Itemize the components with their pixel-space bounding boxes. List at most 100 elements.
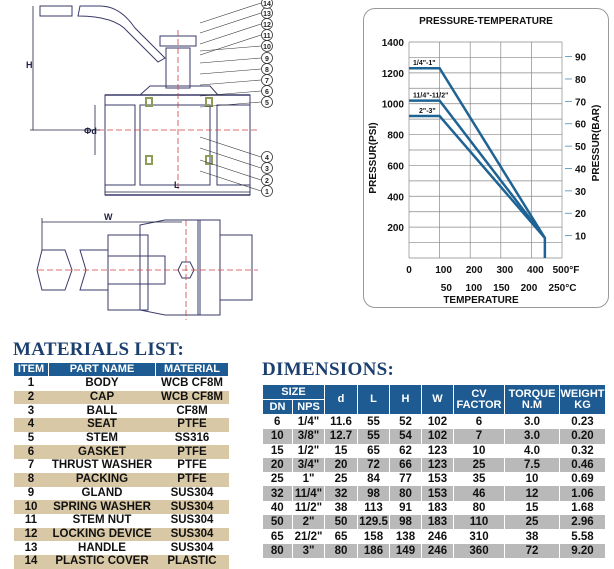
- table-cell: 80: [389, 486, 422, 501]
- callout-number: 14: [263, 1, 271, 8]
- dimension-l-label: L: [174, 180, 180, 190]
- table-row: 3 BALL CF8M: [14, 404, 229, 418]
- table-cell: 0.46: [559, 457, 606, 473]
- table-cell: 3": [292, 543, 325, 558]
- table-cell: 77: [389, 472, 422, 487]
- table-cell: SUS304: [170, 541, 214, 554]
- table-cell: 4.0: [504, 443, 560, 458]
- table-cell: 9: [27, 486, 35, 499]
- table-cell: SEAT: [48, 418, 156, 432]
- table-cell: 1.68: [559, 500, 606, 516]
- x-tick-label-f: 500°F: [553, 265, 580, 276]
- table-cell: PTFE: [155, 418, 229, 432]
- table-cell: LOCKING DEVICE: [48, 527, 156, 542]
- table-cell: 11: [24, 514, 38, 527]
- table-row: 15 1/2" 15 65 62 123 10 4.0 0.32: [262, 443, 606, 458]
- table-cell: 110: [453, 515, 505, 530]
- callout-number: 2: [265, 178, 269, 185]
- col-part-name: PART NAME: [48, 362, 156, 377]
- table-cell: 183: [421, 500, 454, 516]
- table-cell: 80: [324, 543, 358, 558]
- callout-4: 4: [199, 136, 273, 163]
- table-row: 12 LOCKING DEVICE SUS304: [13, 527, 229, 542]
- dimension-w-label: W: [104, 212, 113, 222]
- table-row: 7 THRUST WASHER PTFE: [14, 459, 229, 473]
- table-cell: GASKET: [48, 445, 156, 460]
- table-cell: 6: [453, 414, 505, 430]
- callout-number: 4: [265, 155, 269, 162]
- table-row: 9 GLAND SUS304: [14, 487, 229, 501]
- table-cell: 1.06: [559, 486, 606, 501]
- table-cell: 0.20: [559, 429, 606, 444]
- x-tick-label-c: 150: [493, 283, 510, 294]
- y2-tick-label: 90: [575, 53, 587, 64]
- table-row: 10 SPRING WASHER SUS304: [13, 500, 229, 514]
- table-cell: 246: [421, 529, 454, 544]
- table-row: 40 11/2" 38 113 91 183 80 15 1.68: [262, 500, 606, 516]
- table-cell: 55: [357, 414, 390, 430]
- callout-number: 1: [265, 189, 269, 196]
- table-cell: 2": [292, 515, 325, 530]
- table-cell: 7: [27, 459, 35, 472]
- table-cell: PACKING: [48, 472, 156, 487]
- col-torque: TORQUE N.M: [504, 384, 560, 415]
- table-cell: SUS304: [155, 527, 229, 542]
- table-cell: 310: [453, 529, 505, 544]
- table-cell: 3.0: [504, 429, 560, 444]
- table-cell: 10: [504, 472, 560, 487]
- table-cell: 113: [357, 500, 390, 516]
- table-cell: 55: [357, 429, 390, 444]
- dimensions-title: DIMENSIONS:: [262, 359, 395, 380]
- table-cell: 72: [357, 457, 390, 473]
- callout-number: 13: [263, 11, 271, 18]
- table-row: 25 1" 25 84 77 153 35 10 0.69: [262, 472, 606, 487]
- table-cell: 65: [262, 529, 293, 544]
- y2-tick-label: 10: [575, 232, 587, 243]
- chart-x-label: TEMPERATURE: [443, 295, 519, 306]
- table-cell: 5: [27, 432, 35, 445]
- table-cell: 21/2": [292, 529, 325, 544]
- table-row: 10 3/8" 12.7 55 54 102 7 3.0 0.20: [262, 429, 606, 444]
- callout-14: 14: [199, 0, 273, 24]
- table-cell: 32: [324, 486, 358, 501]
- callout-13: 13: [199, 7, 273, 34]
- table-cell: BALL: [86, 404, 118, 417]
- callout-7: 7: [199, 74, 273, 86]
- callout-number: 3: [265, 166, 269, 173]
- table-cell: STEM: [86, 432, 118, 445]
- table-cell: 38: [504, 529, 560, 544]
- table-cell: 0.32: [559, 443, 606, 458]
- table-row: 80 3" 80 186 149 246 360 72 9.20: [262, 543, 606, 558]
- table-cell: 50: [324, 515, 358, 530]
- callout-2: 2: [199, 159, 273, 186]
- table-cell: 13: [24, 541, 38, 554]
- table-cell: 66: [389, 457, 422, 473]
- table-cell: 20: [262, 457, 293, 473]
- materials-table: ITEM PART NAME MATERIAL 1 BODY WCB CF8M 2 CA…: [13, 362, 229, 569]
- table-cell: 15: [324, 443, 358, 458]
- table-cell: CF8M: [176, 404, 208, 417]
- table-cell: 10: [453, 443, 505, 458]
- col-w: W: [421, 384, 454, 415]
- y-tick-label: 1200: [382, 69, 405, 80]
- table-cell: 15: [262, 443, 293, 458]
- table-cell: 12: [504, 486, 560, 501]
- x-tick-label-f: 100: [435, 265, 452, 276]
- table-cell: PTFE: [155, 472, 229, 487]
- table-cell: 52: [389, 414, 422, 430]
- table-row: 5 STEM SS316: [14, 432, 229, 446]
- table-cell: WCB CF8M: [155, 390, 229, 405]
- table-cell: 20: [324, 457, 358, 473]
- table-cell: 50: [262, 515, 293, 530]
- series-label: 1/4"-1": [413, 60, 436, 67]
- dimensions-table: SIZE d L H W CV FACTOR TORQUE N.M WEIGHT…: [262, 384, 606, 558]
- callout-number: 8: [265, 67, 269, 74]
- x-tick-label-c: 50: [441, 283, 453, 294]
- y2-tick-label: 40: [575, 164, 587, 175]
- y-tick-label: 400: [387, 192, 404, 203]
- y2-tick-label: 70: [575, 97, 587, 108]
- table-cell: 123: [421, 457, 454, 473]
- table-cell: 153: [421, 486, 454, 501]
- table-cell: 25: [324, 472, 358, 487]
